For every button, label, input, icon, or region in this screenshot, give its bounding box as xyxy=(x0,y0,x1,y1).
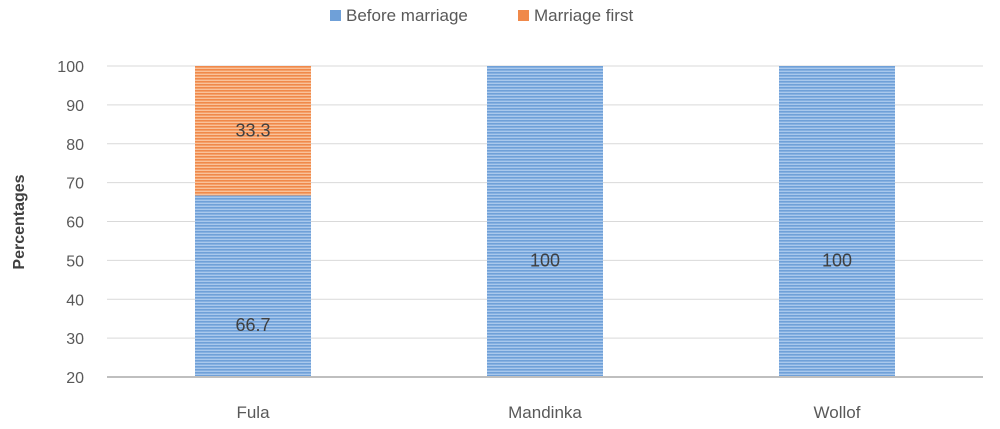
y-tick-label: 40 xyxy=(66,292,84,309)
legend-label: Before marriage xyxy=(346,6,468,25)
x-tick-label: Wollof xyxy=(814,403,861,422)
bar-marriage-first-fula[interactable] xyxy=(195,66,311,196)
y-tick-label: 90 xyxy=(66,98,84,115)
legend-swatch xyxy=(330,10,341,21)
y-tick-label: 80 xyxy=(66,137,84,154)
data-label: 100 xyxy=(530,250,560,270)
axes: 20 30 40 50 60 70 80 90 100 Fula Mandinka Wollof xyxy=(57,59,983,422)
data-label: 66.7 xyxy=(235,315,270,335)
y-tick-label: 20 xyxy=(66,370,84,387)
bar-before-marriage-fula[interactable] xyxy=(195,195,311,377)
legend[interactable]: Before marriage Marriage first xyxy=(330,6,633,25)
x-tick-label: Fula xyxy=(236,403,270,422)
y-tick-label: 100 xyxy=(57,59,84,76)
y-tick-label: 60 xyxy=(66,215,84,232)
bars xyxy=(195,66,895,377)
legend-item-2[interactable]: Marriage first xyxy=(518,6,633,25)
y-tick-label: 70 xyxy=(66,176,84,193)
data-label: 100 xyxy=(822,250,852,270)
bar-before-marriage-wollof[interactable] xyxy=(779,66,895,377)
legend-item-1[interactable]: Before marriage xyxy=(330,6,468,25)
y-tick-label: 50 xyxy=(66,253,84,270)
data-labels: 66.7 33.3 100 100 xyxy=(235,121,852,335)
bar-before-marriage-mandinka[interactable] xyxy=(487,66,603,377)
legend-swatch xyxy=(518,10,529,21)
x-tick-label: Mandinka xyxy=(508,403,582,422)
legend-label: Marriage first xyxy=(534,6,633,25)
y-tick-label: 30 xyxy=(66,331,84,348)
y-axis-title: Percentages xyxy=(11,174,28,269)
data-label: 33.3 xyxy=(235,121,270,141)
